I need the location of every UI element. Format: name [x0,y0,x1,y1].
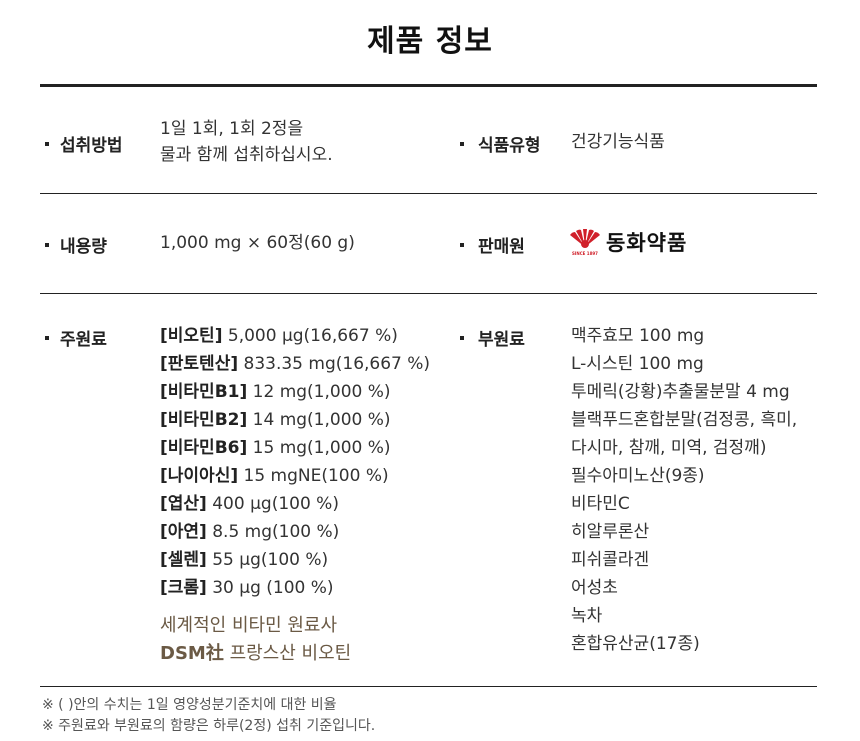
label-intake: 섭취방법 [60,136,123,156]
label-content: 내용량 [60,237,107,257]
ingredient-amount: 5,000 µg(16,667 %) [227,326,398,346]
ingredient-amount: 15 mgNE(100 %) [243,466,389,486]
ingredient-name: [비오틴] [160,326,223,346]
sub-ingredient-item: 녹차 [571,606,603,626]
value-food-type: 건강기능식품 [571,132,665,152]
ingredient-item: [엽산] 400 µg(100 %) [160,490,430,518]
ingredient-amount: 15 mg(1,000 %) [252,438,391,458]
sub-ingredient-item: 히알루론산 [571,522,650,542]
main-ingredients-list: [비오틴] 5,000 µg(16,667 %) [판토텐산] 833.35 mg… [160,322,430,668]
label-sub-ingredients: 부원료 [478,330,525,350]
logo-since: SINCE 1897 [572,250,598,256]
ingredient-item: [비오틴] 5,000 µg(16,667 %) [160,322,430,350]
bullet-icon [460,336,464,340]
ingredient-item: [판토텐산] 833.35 mg(16,667 %) [160,350,430,378]
highlight-line: DSM社 프랑스산 비오틴 [160,640,430,668]
logo-name: 동화약품 [606,231,688,255]
sub-ingredient-item: 투메릭(강황)추출물분말 4 mg [571,382,790,402]
bullet-icon [45,336,49,340]
dongwha-logo: SINCE 1897 동화약품 [568,227,687,257]
divider [40,293,817,294]
ingredient-amount: 55 µg(100 %) [212,550,329,570]
bullet-icon [45,142,49,146]
divider [40,686,817,687]
sub-ingredient-item: 필수아미노산(9종) [571,466,705,486]
label-seller: 판매원 [478,237,525,257]
ingredient-amount: 12 mg(1,000 %) [252,382,391,402]
ingredient-item: [비타민B1] 12 mg(1,000 %) [160,378,430,406]
ingredient-item: [비타민B2] 14 mg(1,000 %) [160,406,430,434]
ingredient-name: [비타민B1] [160,382,248,402]
ingredient-amount: 14 mg(1,000 %) [252,410,391,430]
highlight-bold: DSM社 [160,643,224,664]
sub-ingredient-item: 다시마, 참깨, 미역, 검정깨) [571,438,767,458]
label-main-ingredients: 주원료 [60,330,107,350]
ingredient-name: [비타민B6] [160,438,248,458]
ingredient-item: [나이아신] 15 mgNE(100 %) [160,462,430,490]
bullet-icon [45,243,49,247]
ingredient-name: [비타민B2] [160,410,248,430]
ingredient-amount: 400 µg(100 %) [212,494,339,514]
sub-ingredients-list: 맥주효모 100 mg L-시스틴 100 mg 투메릭(강황)추출물분말 4 mg… [571,322,797,658]
fan-logo-icon [570,228,600,248]
ingredient-amount: 833.35 mg(16,667 %) [243,354,431,374]
bullet-icon [460,243,464,247]
divider [40,193,817,194]
ingredient-name: [나이아신] [160,466,239,486]
ingredient-amount: 8.5 mg(100 %) [212,522,340,542]
sub-ingredient-item: 블랙푸드혼합분말(검정콩, 흑미, [571,410,798,430]
ingredient-name: [판토텐산] [160,354,239,374]
footnote: ※ ( )안의 수치는 1일 영양성분기준치에 대한 비율 [42,697,337,713]
ingredient-name: [엽산] [160,494,207,514]
ingredient-item: [아연] 8.5 mg(100 %) [160,518,430,546]
value-intake: 1일 1회, 1회 2정을 물과 함께 섭취하십시오. [160,116,333,168]
sub-ingredient-item: L-시스틴 100 mg [571,354,704,374]
value-content: 1,000 mg × 60정(60 g) [160,233,355,253]
highlight-line: 세계적인 비타민 원료사 [160,615,338,636]
label-food-type: 식품유형 [478,136,541,156]
ingredient-name: [아연] [160,522,207,542]
ingredient-name: [셀렌] [160,550,207,570]
text-line: 물과 함께 섭취하십시오. [160,145,333,165]
ingredient-item: [크롬] 30 µg (100 %) [160,574,430,602]
bullet-icon [460,142,464,146]
ingredient-item: [셀렌] 55 µg(100 %) [160,546,430,574]
ingredient-item: [비타민B6] 15 mg(1,000 %) [160,434,430,462]
ingredient-amount: 30 µg (100 %) [212,578,334,598]
page-title: 제품 정보 [367,24,493,59]
sub-ingredient-item: 혼합유산균(17종) [571,634,700,654]
footnote: ※ 주원료와 부원료의 함량은 하루(2정) 섭취 기준입니다. [42,718,376,734]
sub-ingredient-item: 어성초 [571,578,618,598]
sub-ingredient-item: 맥주효모 100 mg [571,326,705,346]
sub-ingredient-item: 비타민C [571,494,630,514]
highlight-text: 프랑스산 비오틴 [229,643,352,664]
text-line: 1일 1회, 1회 2정을 [160,119,304,139]
divider [40,84,817,87]
ingredient-name: [크롬] [160,578,207,598]
sub-ingredient-item: 피쉬콜라겐 [571,550,650,570]
